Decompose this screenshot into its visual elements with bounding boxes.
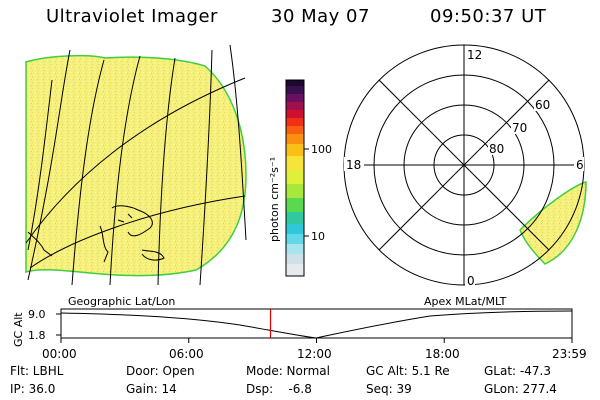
- gain-readout: Gain: 14: [126, 382, 177, 396]
- time-tick-0600: 06:00: [169, 347, 204, 361]
- polar-aurora-fill: [519, 181, 587, 265]
- altitude-curve: [60, 310, 573, 339]
- filter-readout: Flt: LBHL: [10, 364, 64, 378]
- time-tick-1800: 18:00: [425, 347, 460, 361]
- gc-alt-readout: GC Alt: 5.1 Re: [366, 364, 450, 378]
- mlat-label-80: 80: [489, 142, 504, 156]
- altitude-tick-low: 1.8: [28, 329, 46, 342]
- uv-earth-image: [25, 44, 247, 286]
- uv-disk-fill: [25, 54, 247, 277]
- glat-readout: GLat: -47.3: [484, 364, 551, 378]
- image-title: Ultraviolet Imager: [46, 6, 218, 27]
- observation-date: 30 May 07: [271, 6, 370, 27]
- dsp-readout: Dsp: -6.8: [246, 382, 312, 396]
- seq-readout: Seq: 39: [366, 382, 412, 396]
- ip-readout: IP: 36.0: [10, 382, 56, 396]
- mlat-label-70: 70: [512, 121, 527, 135]
- mlat-label-60: 60: [535, 98, 550, 112]
- time-tick-2359: 23:59: [552, 347, 587, 361]
- mlt-label-6: 6: [576, 158, 584, 172]
- mode-readout: Mode: Normal: [246, 364, 330, 378]
- geographic-panel-title: Geographic Lat/Lon: [68, 295, 175, 308]
- gc-alt-axis-label: GC Alt: [12, 312, 25, 347]
- observation-time: 09:50:37 UT: [430, 6, 547, 27]
- colorbar-tick-10: 10: [311, 230, 325, 243]
- time-tick-0000: 00:00: [42, 347, 77, 361]
- mlt-label-18: 18: [346, 158, 361, 172]
- glon-readout: GLon: 277.4: [484, 382, 557, 396]
- colorbar-unit-label: photon cm⁻²s⁻¹: [268, 157, 281, 242]
- apex-panel-title: Apex MLat/MLT: [424, 295, 507, 308]
- mlt-label-12: 12: [467, 48, 482, 62]
- coastline-overlay: [27, 205, 165, 263]
- lat-lon-grid: [25, 44, 247, 286]
- altitude-tick-high: 9.0: [28, 308, 46, 321]
- orbit-altitude-panel: Geographic Lat/Lon Apex MLat/MLT 9.0 1.8…: [12, 295, 587, 361]
- mlt-label-0: 0: [467, 274, 475, 288]
- intensity-colorbar: 100 10 photon cm⁻²s⁻¹: [268, 79, 332, 277]
- colorbar-tick-100: 100: [311, 143, 332, 156]
- door-readout: Door: Open: [126, 364, 195, 378]
- time-tick-1200: 12:00: [297, 347, 332, 361]
- polar-mlat-mlt-plot: 12 18 6 0 60 70 80: [343, 44, 587, 288]
